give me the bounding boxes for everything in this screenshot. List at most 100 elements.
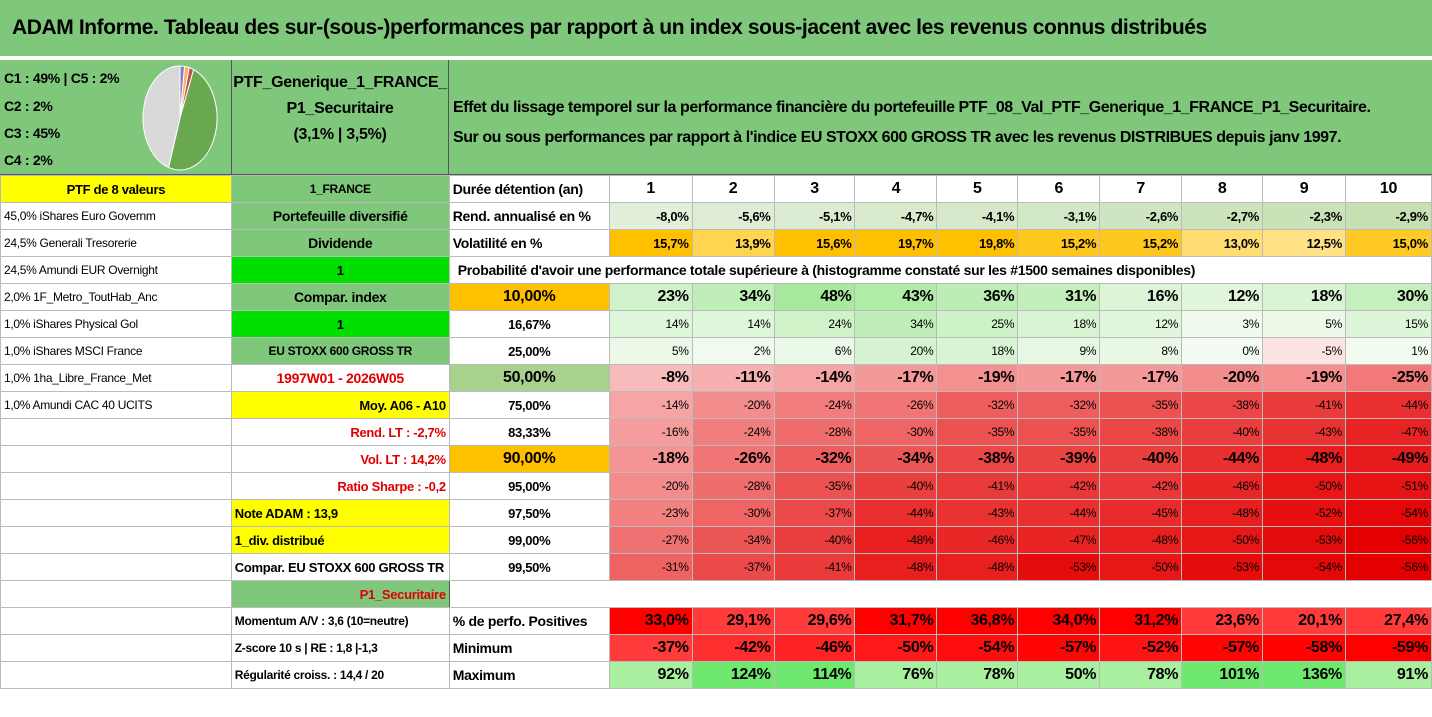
value-cell: -19% (1262, 364, 1346, 392)
value-cell: -25% (1345, 364, 1432, 392)
value-cell: -40% (773, 526, 856, 554)
value-cell: -24% (691, 418, 775, 446)
value-cell: 36,8% (936, 607, 1019, 635)
value-cell: 19,7% (854, 229, 938, 257)
asset-cell: 1,0% iShares MSCI France (0, 337, 232, 365)
asset-cell (0, 661, 232, 689)
asset-cell (0, 445, 232, 473)
value-cell: -47% (1345, 418, 1432, 446)
value-cell: 12% (1181, 283, 1264, 311)
portfolio-header: PTF_Generique_1_FRANCE_ P1_Securitaire (… (231, 60, 449, 175)
performance-table: PTF de 8 valeurs 1_FRANCE Durée détention … (0, 175, 1432, 689)
value-cell: -50% (1181, 526, 1264, 554)
value-cell: 25% (936, 310, 1019, 338)
value-cell: 34% (854, 310, 938, 338)
value-cell: 14% (608, 310, 693, 338)
value-cell: -41% (1262, 391, 1346, 419)
asset-cell (0, 418, 232, 446)
value-cell: 91% (1345, 661, 1432, 689)
pie-slice-c3 (142, 65, 181, 169)
value-cell: 3 (773, 175, 856, 203)
asset-cell (0, 553, 232, 581)
portfolio-perf: (3,1% | 3,5%) (293, 126, 387, 143)
value-cell: -24% (773, 391, 856, 419)
table-row: Rend. LT : -2,7% 83,33% -16% -24% -28% -30% -3… (0, 418, 1432, 446)
value-cell: -16% (608, 418, 693, 446)
value-cell: -44% (1017, 499, 1101, 527)
value-cell: 1 (608, 175, 693, 203)
value-cell: -40% (1181, 418, 1264, 446)
asset-cell: 24,5% Generali Tresorerie (0, 229, 232, 257)
effect-description: Effet du lissage temporel sur la perform… (453, 93, 1371, 153)
table-row: 1,0% 1ha_Libre_France_Met 1997W01 - 2026W… (0, 364, 1432, 392)
table-row: Régularité croiss. : 14,4 / 20 Maximum 92%… (0, 661, 1432, 689)
asset-cell: 24,5% Amundi EUR Overnight (0, 256, 232, 284)
value-cell: 36% (936, 283, 1019, 311)
value-cell: -2,9% (1345, 202, 1432, 230)
value-cell: -59% (1345, 634, 1432, 662)
portfolio-name-line1: PTF_Generique_1_FRANCE_ (233, 74, 447, 91)
value-cell: -44% (854, 499, 938, 527)
value-cell: -58% (1262, 634, 1346, 662)
value-cell: 92% (608, 661, 693, 689)
table-row: PTF de 8 valeurs 1_FRANCE Durée détention … (0, 175, 1432, 203)
value-cell: -54% (936, 634, 1019, 662)
info-cell: 1 (230, 256, 450, 284)
value-cell: 18% (1017, 310, 1101, 338)
asset-cell: PTF de 8 valeurs (0, 175, 232, 203)
value-cell: 0% (1181, 337, 1264, 365)
value-cell: -46% (936, 526, 1019, 554)
value-cell: 3% (1181, 310, 1264, 338)
value-cell: -14% (773, 364, 856, 392)
value-cell: -18% (608, 445, 693, 473)
value-cell: 7 (1099, 175, 1183, 203)
value-cell: 20% (854, 337, 938, 365)
value-cell: -32% (773, 445, 856, 473)
portfolio-name-line2: P1_Securitaire (286, 100, 394, 117)
value-cell: 33,0% (608, 607, 693, 635)
report-title: ADAM Informe. Tableau des sur-(sous-)per… (0, 0, 1432, 58)
value-cell: 50% (1017, 661, 1101, 689)
value-cell: 2% (691, 337, 775, 365)
value-cell: 5% (608, 337, 693, 365)
value-cell: -51% (1345, 472, 1432, 500)
value-cell: -45% (1099, 499, 1183, 527)
value-cell: 9 (1262, 175, 1346, 203)
value-cell: -40% (1099, 445, 1183, 473)
value-cell: 31,2% (1099, 607, 1183, 635)
value-cell: -50% (1099, 553, 1183, 581)
info-cell: EU STOXX 600 GROSS TR (230, 337, 450, 365)
value-cell: 18% (1262, 283, 1346, 311)
info-cell: Z-score 10 s | RE : 1,8 |-1,3 (230, 634, 450, 662)
value-cell: -28% (773, 418, 856, 446)
value-cell: -42% (1017, 472, 1101, 500)
summary-band: C1 : 49% | C5 : 2% C2 : 2% C3 : 45% C4 :… (0, 60, 1432, 175)
asset-cell (0, 607, 232, 635)
value-cell: -14% (608, 391, 693, 419)
value-cell: -44% (1181, 445, 1264, 473)
value-cell: -39% (1017, 445, 1101, 473)
value-cell: -53% (1262, 526, 1346, 554)
info-cell: Portefeuille diversifié (230, 202, 450, 230)
value-cell: 20,1% (1262, 607, 1346, 635)
asset-cell (0, 634, 232, 662)
value-cell: 10 (1345, 175, 1432, 203)
asset-cell: 1,0% Amundi CAC 40 UCITS (0, 391, 232, 419)
table-row: Compar. EU STOXX 600 GROSS TR 99,50% -31% -… (0, 553, 1432, 581)
value-cell: -28% (691, 472, 775, 500)
value-cell: -56% (1345, 553, 1432, 581)
value-cell: 13,9% (691, 229, 775, 257)
info-cell: Momentum A/V : 3,6 (10=neutre) (230, 607, 450, 635)
info-cell: 1 (230, 310, 450, 338)
row-label-cell: 75,00% (448, 391, 610, 419)
value-cell: 15,0% (1345, 229, 1432, 257)
value-cell: -54% (1262, 553, 1346, 581)
value-cell: 12% (1099, 310, 1183, 338)
value-cell: 34,0% (1017, 607, 1101, 635)
value-cell: -11% (691, 364, 775, 392)
value-cell: -4,7% (854, 202, 938, 230)
value-cell: -48% (936, 553, 1019, 581)
effect-line1: Effet du lissage temporel sur la perform… (453, 99, 1371, 116)
row-label-cell: % de perfo. Positives (448, 607, 610, 635)
value-cell: -19% (936, 364, 1019, 392)
